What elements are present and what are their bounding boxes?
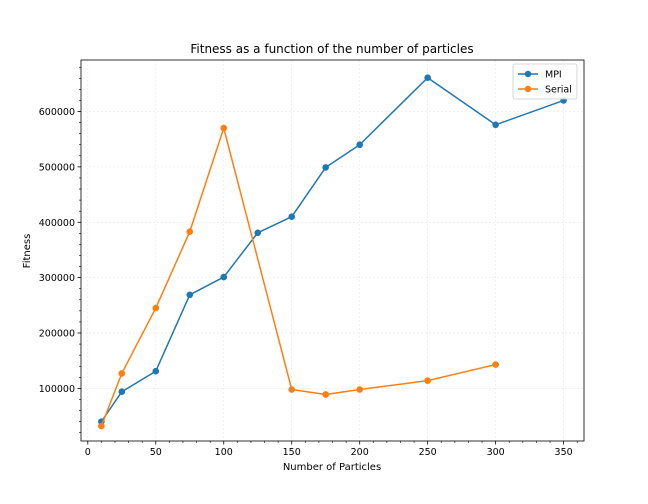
chart-title: Fitness as a function of the number of p…	[190, 42, 473, 56]
legend-label-serial: Serial	[545, 85, 572, 96]
data-point-serial	[118, 370, 126, 377]
data-point-serial	[186, 228, 194, 235]
data-point-mpi	[220, 273, 228, 281]
y-tick-label: 400000	[39, 218, 75, 229]
axis-ticks: 0 50 100 150 200 250 300 350 100000 200000 300000 4…	[39, 66, 578, 458]
data-point-serial	[288, 386, 296, 393]
y-tick-label: 500000	[39, 162, 75, 173]
data-point-mpi	[424, 74, 431, 82]
series-line-serial	[100, 127, 496, 427]
x-tick-label: 200	[351, 447, 369, 458]
data-point-mpi	[186, 291, 194, 299]
data-point-serial	[152, 304, 160, 312]
x-tick-label: 350	[555, 447, 573, 458]
x-tick-label: 0	[85, 447, 91, 458]
legend-label-mpi: MPI	[545, 70, 562, 81]
x-tick-label: 100	[215, 447, 233, 458]
data-point-serial	[356, 386, 363, 393]
y-axis-label: Fitness	[22, 234, 33, 269]
legend-marker-serial	[524, 85, 532, 93]
x-axis-label: Number of Particles	[283, 462, 381, 473]
data-point-serial	[220, 124, 228, 132]
data-point-mpi	[492, 121, 499, 129]
series-layer	[98, 74, 567, 430]
x-tick-label: 50	[150, 447, 162, 458]
data-point-mpi	[118, 388, 126, 396]
x-tick-label: 250	[419, 447, 437, 458]
data-point-serial	[322, 391, 330, 398]
data-point-serial	[492, 361, 499, 368]
series-line-mpi	[100, 76, 564, 423]
x-tick-label: 150	[283, 447, 301, 458]
y-tick-label: 200000	[39, 329, 75, 340]
data-point-serial	[424, 377, 431, 384]
data-point-mpi	[288, 213, 296, 221]
data-point-serial	[98, 422, 105, 430]
data-point-mpi	[152, 367, 160, 375]
data-point-mpi	[356, 141, 363, 149]
y-tick-label: 600000	[39, 107, 75, 118]
legend-marker-mpi	[524, 70, 532, 78]
legend: MPI Serial	[512, 63, 578, 100]
x-tick-label: 300	[487, 447, 505, 458]
data-point-mpi	[254, 229, 262, 237]
y-tick-label: 100000	[39, 384, 75, 395]
data-point-mpi	[322, 164, 330, 171]
y-tick-label: 300000	[39, 273, 75, 284]
